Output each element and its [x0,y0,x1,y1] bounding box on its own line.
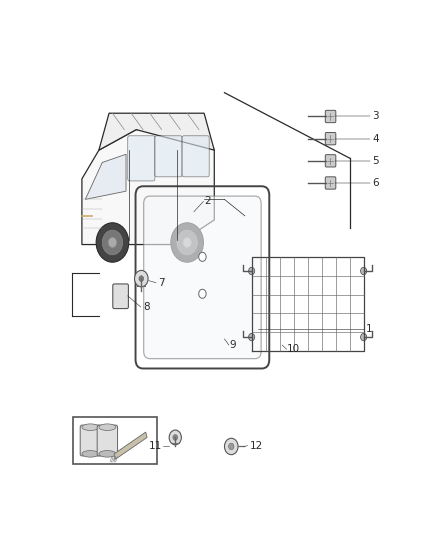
Circle shape [169,430,181,445]
Text: 4: 4 [372,134,379,144]
Text: 6: 6 [372,178,379,188]
Circle shape [229,443,234,450]
Circle shape [360,268,367,274]
Ellipse shape [82,424,99,431]
Text: 10: 10 [287,344,300,354]
Text: 12: 12 [250,441,263,450]
Text: 8: 8 [143,302,150,312]
Circle shape [171,223,203,262]
Circle shape [102,230,123,255]
Text: 1: 1 [365,324,372,334]
Circle shape [249,334,254,341]
FancyBboxPatch shape [113,284,128,309]
Circle shape [199,252,206,261]
Circle shape [249,268,254,274]
Text: 3: 3 [372,111,379,122]
FancyBboxPatch shape [128,136,155,181]
Text: 11: 11 [148,441,162,450]
Circle shape [225,438,238,455]
Polygon shape [99,113,214,150]
FancyBboxPatch shape [144,196,261,359]
Text: 7: 7 [158,278,165,288]
Circle shape [177,230,197,255]
Circle shape [139,276,144,281]
FancyBboxPatch shape [97,425,117,456]
FancyBboxPatch shape [325,177,336,189]
FancyBboxPatch shape [325,110,336,123]
Ellipse shape [82,450,99,457]
Ellipse shape [99,450,116,457]
Polygon shape [82,130,214,245]
FancyBboxPatch shape [325,133,336,145]
Text: 2: 2 [204,197,211,206]
FancyBboxPatch shape [80,425,101,456]
Circle shape [108,238,117,247]
Circle shape [183,238,191,247]
Circle shape [199,289,206,298]
Polygon shape [114,432,147,459]
Circle shape [173,434,178,440]
Polygon shape [85,154,126,199]
FancyBboxPatch shape [155,136,182,177]
Circle shape [134,270,148,287]
Ellipse shape [99,424,116,431]
FancyBboxPatch shape [182,136,209,177]
Circle shape [360,334,367,341]
Circle shape [96,223,129,262]
Text: 9: 9 [230,340,236,350]
Bar [74,417,156,464]
Text: 5: 5 [372,156,379,166]
FancyBboxPatch shape [325,155,336,167]
